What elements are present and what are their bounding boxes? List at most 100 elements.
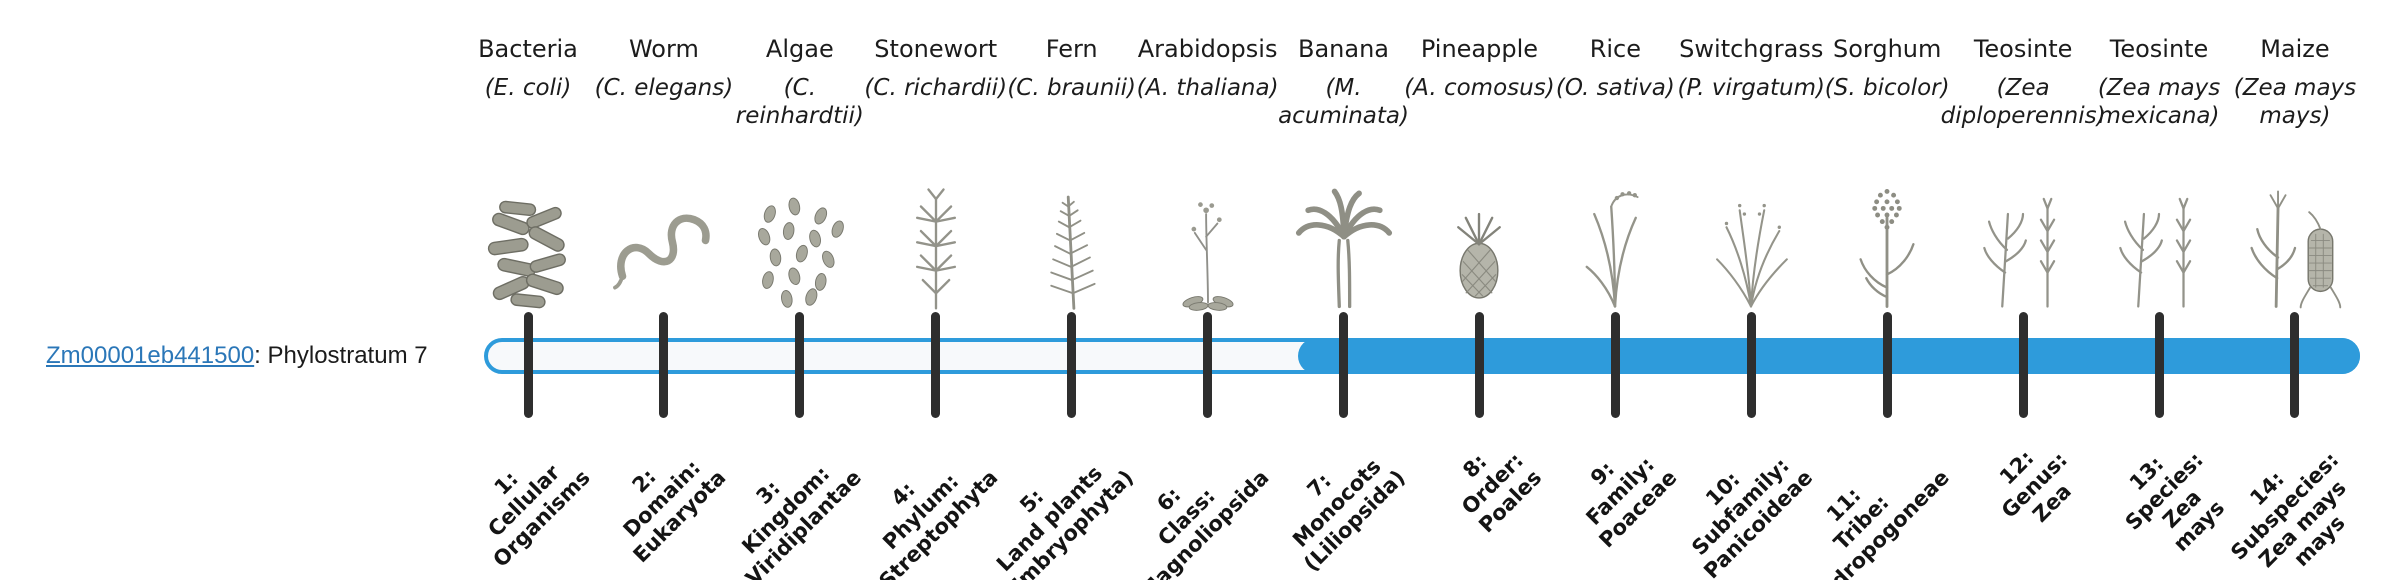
organism-illustration-slot bbox=[1420, 176, 1538, 314]
stratum-label-12: 12: Genus: Zea bbox=[1994, 445, 2076, 527]
stratum-tick-3 bbox=[795, 312, 805, 418]
organism-scientific-name: (O. sativa) bbox=[1555, 75, 1675, 101]
gene-phylostratum-text: : Phylostratum 7 bbox=[254, 342, 428, 369]
organism-name: Pineapple bbox=[1420, 35, 1539, 63]
organism-column: Sorghum (S. bicolor) bbox=[1807, 34, 1967, 314]
stratum-label-13: 13: Species: Zea mays bbox=[2120, 447, 2230, 557]
organism-column: Teosinte (Zea mays mexicana) bbox=[2079, 34, 2239, 314]
worm-illustration bbox=[612, 214, 710, 290]
stratum-tick-14 bbox=[2290, 312, 2300, 418]
organism-column: Worm (C. elegans) bbox=[584, 34, 744, 314]
stratum-tick-4 bbox=[931, 312, 941, 418]
organism-illustration-slot bbox=[1285, 176, 1403, 314]
organism-name: Stonewort bbox=[874, 35, 998, 63]
organism-column: Algae (C. reinhardtii) bbox=[720, 34, 880, 314]
organism-name: Fern bbox=[1045, 35, 1098, 63]
organism-scientific-name: (A. comosus) bbox=[1404, 75, 1555, 101]
organism-name: Rice bbox=[1589, 35, 1642, 63]
teosinte-illustration bbox=[2119, 197, 2192, 308]
organism-name: Teosinte bbox=[2109, 35, 2209, 63]
stratum-tick-7 bbox=[1339, 312, 1349, 418]
organism-illustration-slot bbox=[1013, 176, 1131, 314]
organism-name: Worm bbox=[628, 35, 699, 63]
organism-illustration-slot bbox=[741, 176, 859, 314]
organism-illustration-slot bbox=[1828, 176, 1946, 314]
organism-scientific-name: (P. virgatum) bbox=[1677, 75, 1825, 101]
organism-illustration-slot bbox=[877, 176, 995, 314]
organism-column: Rice (O. sativa) bbox=[1535, 34, 1695, 314]
organism-column: Switchgrass (P. virgatum) bbox=[1671, 34, 1831, 314]
organism-column: Bacteria (E. coli) bbox=[448, 34, 608, 314]
banana-tree-illustration bbox=[1295, 188, 1392, 309]
stratum-label-8: 8: Order: Poales bbox=[1456, 448, 1546, 538]
stratum-tick-1 bbox=[523, 312, 533, 418]
sorghum-illustration bbox=[1859, 188, 1915, 308]
stratum-tick-11 bbox=[1882, 312, 1892, 418]
organism-illustration-slot bbox=[1149, 176, 1267, 314]
stratum-tick-2 bbox=[659, 312, 669, 418]
stratum-tick-6 bbox=[1203, 312, 1213, 418]
stratum-label-7: 7: Monocots (Liliopsida) bbox=[1287, 454, 1410, 576]
arabidopsis-illustration bbox=[1182, 202, 1234, 311]
organism-scientific-name: (Zea mays mexicana) bbox=[2097, 75, 2221, 130]
pineapple-illustration bbox=[1457, 212, 1502, 299]
organism-scientific-name: (C. elegans) bbox=[594, 75, 734, 101]
organism-illustration-slot bbox=[469, 176, 587, 314]
organism-illustration-slot bbox=[1556, 176, 1674, 314]
organism-name: Switchgrass bbox=[1679, 35, 1824, 63]
organism-illustration-slot bbox=[2236, 176, 2354, 314]
organism-name: Bacteria bbox=[478, 35, 578, 63]
organism-scientific-name: (M. acuminata) bbox=[1278, 75, 1409, 130]
gene-id-link[interactable]: Zm00001eb441500 bbox=[46, 342, 255, 369]
organism-column: Stonewort (C. richardii) bbox=[856, 34, 1016, 314]
organism-scientific-name: (Zea diploperennis) bbox=[1940, 75, 2106, 130]
stratum-label-9: 9: Family: Poaceae bbox=[1581, 452, 1682, 553]
stratum-label-11: 11: Tribe: Andropogoneae bbox=[1803, 465, 1954, 580]
organism-column: Arabidopsis (A. thaliana) bbox=[1128, 34, 1288, 314]
organism-column: Pineapple (A. comosus) bbox=[1399, 34, 1559, 314]
organism-name: Algae bbox=[765, 35, 834, 63]
organism-column: Banana (M. acuminata) bbox=[1264, 34, 1424, 314]
organism-column: Maize (Zea mays mays) bbox=[2215, 34, 2375, 314]
organism-name: Banana bbox=[1298, 35, 1390, 63]
organism-name: Teosinte bbox=[1973, 35, 2073, 63]
stratum-tick-10 bbox=[1746, 312, 1756, 418]
organism-illustration-slot bbox=[605, 176, 723, 314]
stratum-tick-12 bbox=[2018, 312, 2028, 418]
organism-scientific-name: (Zea mays mays) bbox=[2233, 75, 2357, 130]
fern-illustration bbox=[1049, 195, 1096, 310]
phylostrata-track-fill bbox=[1298, 338, 2360, 374]
teosinte-illustration bbox=[1983, 197, 2056, 308]
organism-illustration-slot bbox=[1964, 176, 2082, 314]
switchgrass-illustration bbox=[1716, 203, 1789, 308]
stratum-label-1: 1: Cellular Organisms bbox=[482, 460, 594, 572]
stratum-label-6: 6: Class: Magnoliopsida bbox=[1134, 465, 1274, 580]
stratum-label-3: 3: Kingdom: Viridiplantae bbox=[737, 461, 866, 580]
bacteria-illustration bbox=[487, 200, 566, 309]
organism-column: Fern (C. braunii) bbox=[992, 34, 1152, 314]
organism-scientific-name: (A. thaliana) bbox=[1136, 75, 1279, 101]
organism-illustration-slot bbox=[1692, 176, 1810, 314]
algae-illustration bbox=[757, 197, 844, 308]
stratum-tick-5 bbox=[1067, 312, 1077, 418]
organism-name: Maize bbox=[2260, 35, 2330, 63]
stonewort-illustration bbox=[915, 188, 956, 310]
organism-scientific-name: (S. bicolor) bbox=[1824, 75, 1950, 101]
organism-column: Teosinte (Zea diploperennis) bbox=[1940, 34, 2106, 314]
organism-scientific-name: (C. reinhardtii) bbox=[735, 75, 864, 130]
organism-scientific-name: (E. coli) bbox=[484, 75, 572, 101]
organism-name: Sorghum bbox=[1832, 35, 1942, 63]
organism-scientific-name: (C. richardii) bbox=[864, 75, 1008, 101]
stratum-label-2: 2: Domain: Eukaryota bbox=[618, 455, 730, 567]
stratum-tick-9 bbox=[1610, 312, 1620, 418]
stratum-tick-8 bbox=[1474, 312, 1484, 418]
rice-plant-illustration bbox=[1585, 191, 1639, 308]
organism-illustration-slot bbox=[2100, 176, 2218, 314]
organism-scientific-name: (C. braunii) bbox=[1007, 75, 1137, 101]
organism-name: Arabidopsis bbox=[1137, 35, 1278, 63]
maize-illustration bbox=[2250, 190, 2342, 309]
gene-label: Zm00001eb441500: Phylostratum 7 bbox=[46, 342, 428, 370]
stratum-label-14: 14: Subspecies: Zea mays mays bbox=[2226, 447, 2351, 572]
stratum-tick-13 bbox=[2154, 312, 2164, 418]
